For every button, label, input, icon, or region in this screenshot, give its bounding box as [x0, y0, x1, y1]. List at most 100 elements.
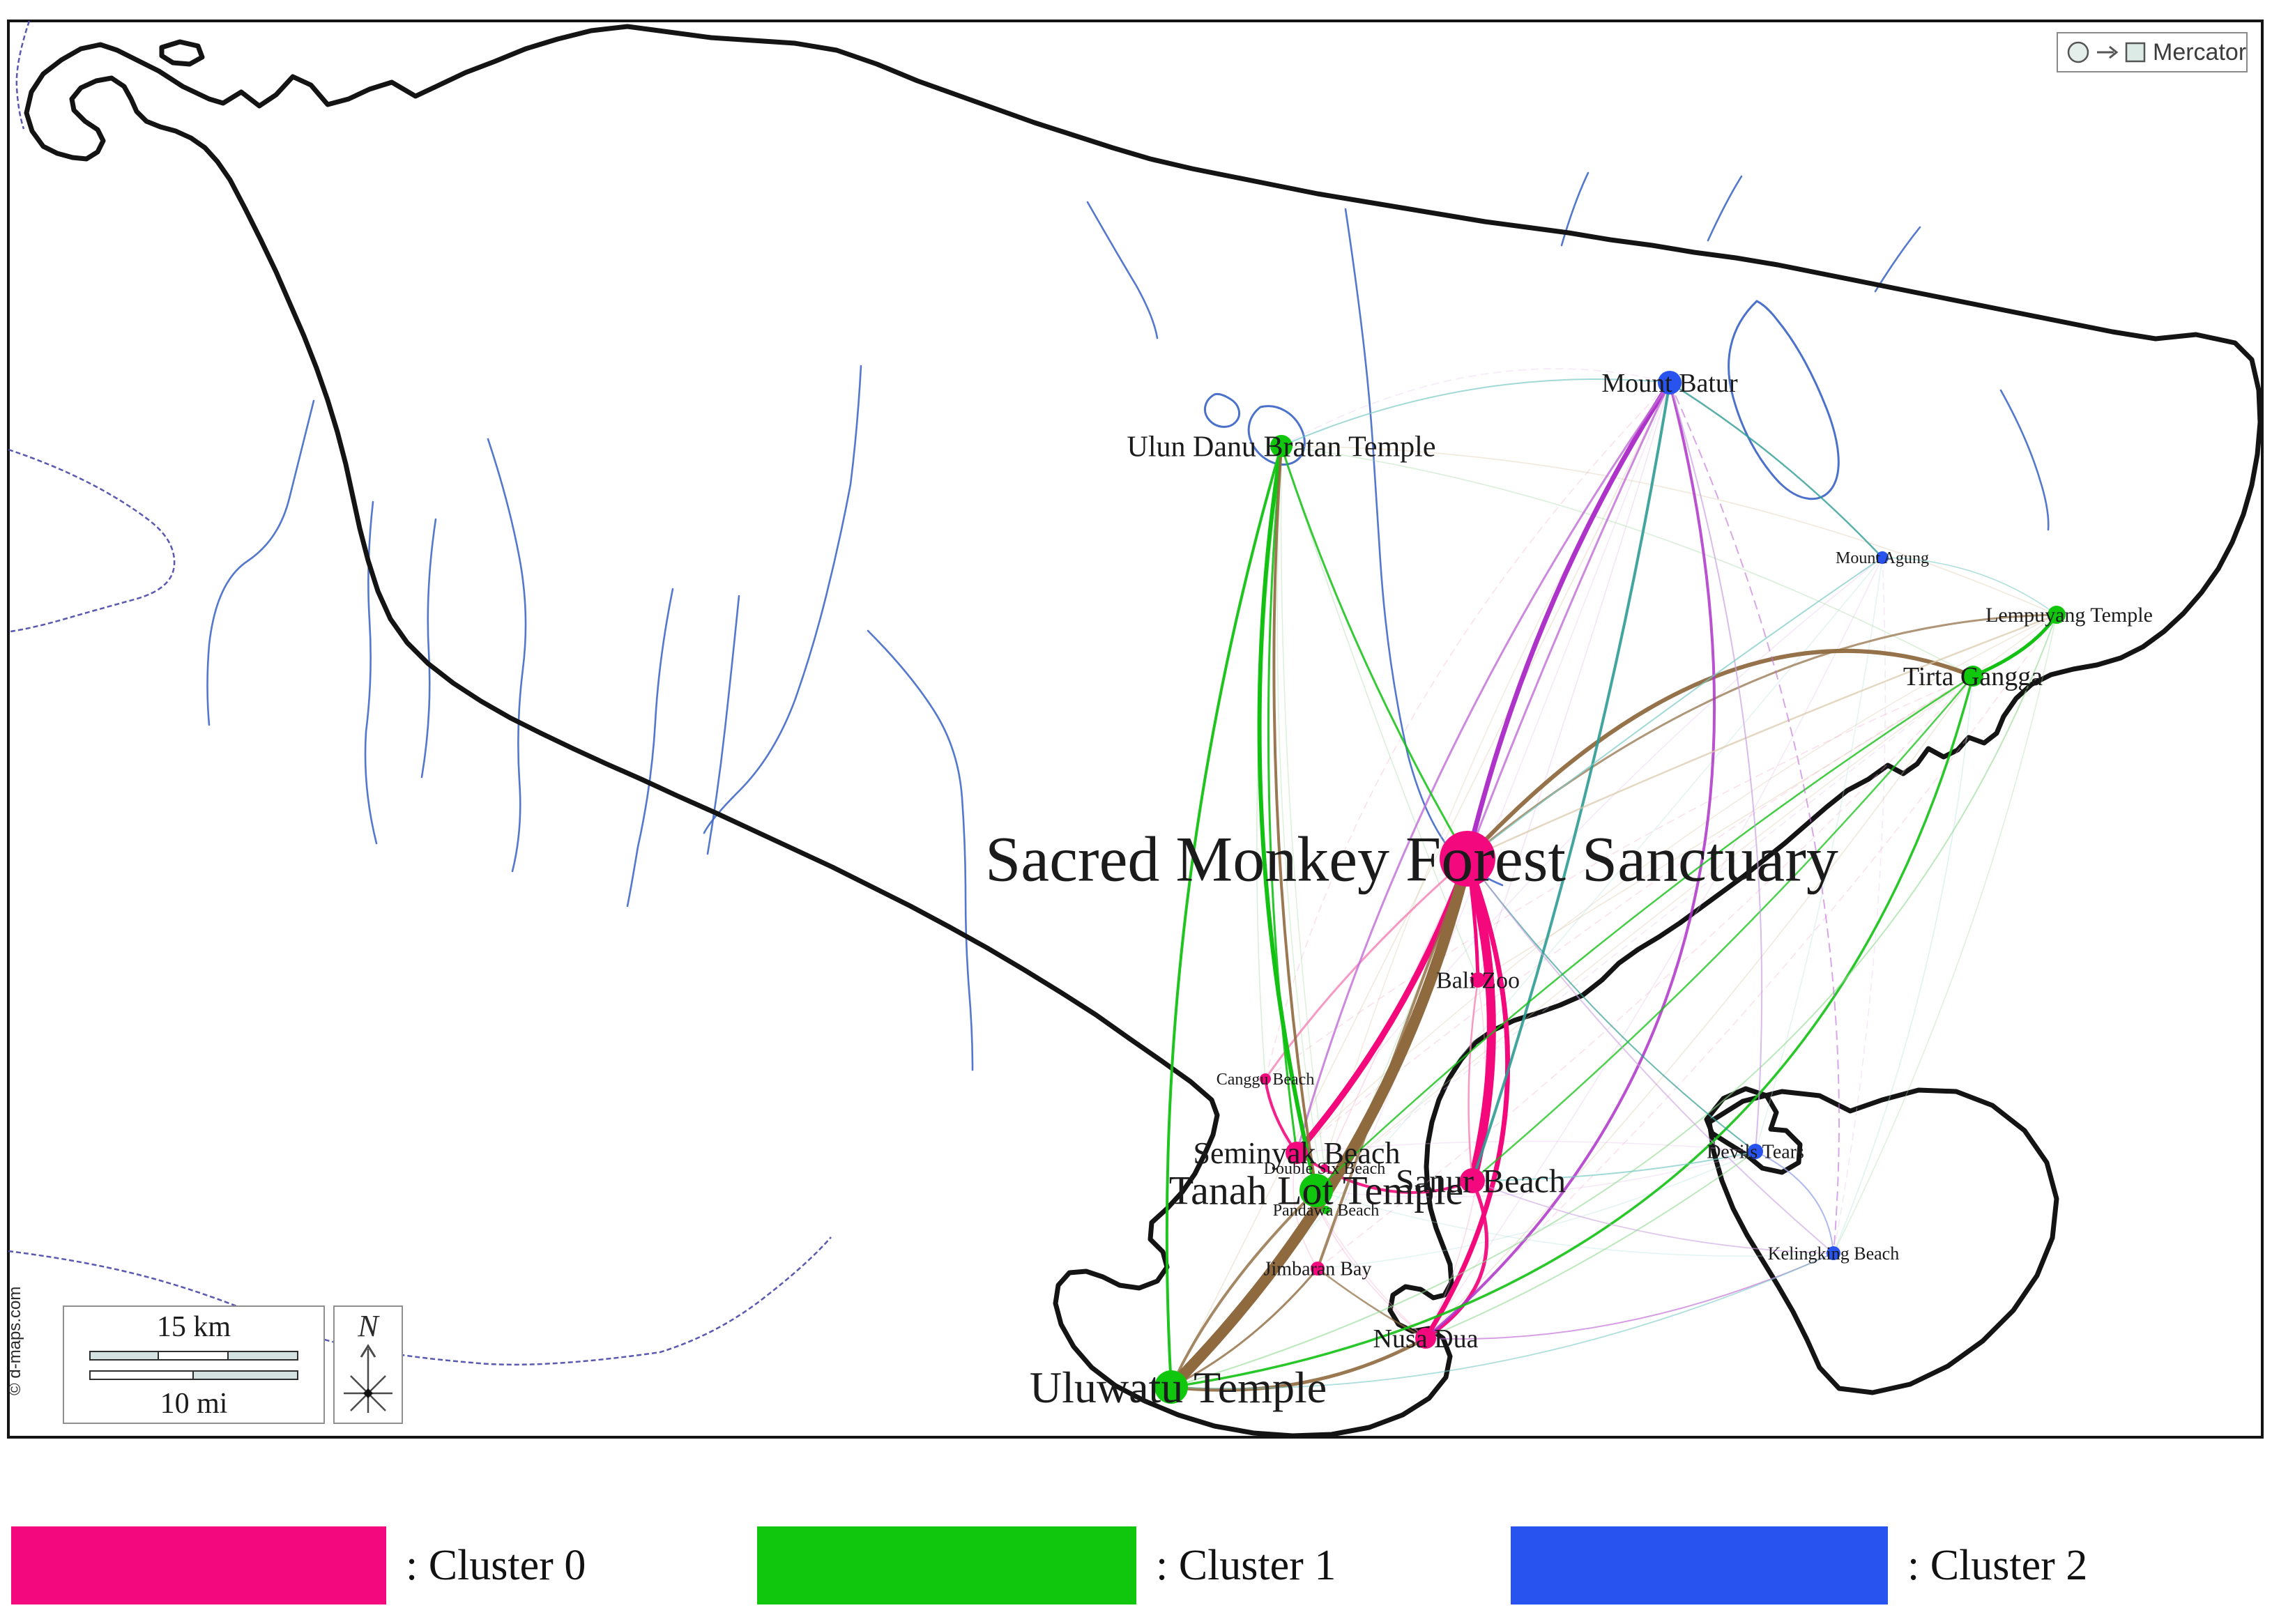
- scale-km-label: 15 km: [156, 1311, 231, 1343]
- river: [867, 629, 974, 1071]
- network-edge-faint: [1833, 614, 2057, 1254]
- river: [1344, 208, 1504, 887]
- node-label-seminyak: Seminyak Beach: [1194, 1136, 1401, 1170]
- scale-segment: [89, 1370, 194, 1380]
- node-label-canggu: Canggu Beach: [1217, 1071, 1315, 1089]
- node-tanahlot: [1299, 1174, 1333, 1207]
- network-edge: [1465, 648, 1975, 861]
- network-edge: [1170, 1189, 1318, 1388]
- river: [1560, 171, 1589, 247]
- node-nusadua: [1415, 1328, 1436, 1349]
- network-edge: [1165, 445, 1283, 1388]
- network-edge: [1971, 613, 2059, 678]
- network-edge: [1169, 1336, 1428, 1392]
- scale-segment: [229, 1351, 298, 1361]
- network-edge: [1425, 1253, 1834, 1340]
- node-tirta: [1962, 666, 1983, 687]
- legend-item-cluster0: : Cluster 0: [11, 1526, 586, 1604]
- islet-coastline: [159, 39, 205, 67]
- scale-segment: [194, 1370, 298, 1380]
- legend-swatch-cluster1: [757, 1526, 1136, 1604]
- network-edge-faint: [1425, 614, 2057, 1339]
- projection-transition-icon: [2065, 39, 2147, 66]
- scale-km-bar: [89, 1351, 298, 1361]
- network-edge: [1882, 557, 2057, 615]
- legend-label-cluster2: : Cluster 2: [1907, 1541, 2088, 1589]
- scale-mi-label: 10 mi: [160, 1387, 228, 1420]
- node-jimbaran: [1311, 1262, 1325, 1276]
- node-label-doublesix: Double Six Beach: [1264, 1160, 1386, 1178]
- node-ulun: [1270, 435, 1293, 457]
- network-edge-faint: [1281, 445, 1974, 677]
- network-edge: [1166, 853, 1473, 1393]
- network-edge-faint: [1477, 675, 1974, 981]
- legend-label-cluster0: : Cluster 0: [406, 1541, 586, 1589]
- network-edge-faint: [1317, 675, 1974, 1269]
- network-edge: [1272, 445, 1318, 1192]
- node-label-uluwatu: Uluwatu Temple: [1030, 1363, 1327, 1412]
- scale-segment: [89, 1351, 159, 1361]
- network-edge-faint: [1280, 445, 1325, 1169]
- mercator-square-icon: [2125, 42, 2146, 63]
- network-edge: [1669, 382, 1763, 1152]
- network-edge: [1471, 675, 1974, 1182]
- river: [626, 588, 674, 907]
- network-edge-faint: [1296, 614, 2057, 1154]
- scale-mi-bar: [89, 1370, 298, 1380]
- node-smfs: [1440, 831, 1495, 887]
- projection-control[interactable]: Mercator: [2057, 32, 2248, 72]
- legend-swatch-cluster0: [11, 1526, 386, 1604]
- network-edge-faint: [1281, 445, 1479, 981]
- network-edge-faint: [1425, 675, 1974, 1339]
- legend-label-cluster1: : Cluster 1: [1156, 1541, 1336, 1589]
- network-edge: [1316, 857, 1469, 1270]
- network-edge-faint: [1276, 445, 1327, 1211]
- compass-north-label: N: [358, 1309, 379, 1343]
- network-edge: [1281, 378, 1670, 447]
- nusa-penida-coastline: [1707, 1087, 2059, 1395]
- network-edge: [1171, 614, 2057, 1388]
- node-label-pandawa: Pandawa Beach: [1273, 1202, 1380, 1220]
- scale-segment: [159, 1351, 229, 1361]
- network-edge-faint: [1171, 382, 1670, 1388]
- network-edge-faint: [1833, 557, 1886, 1254]
- compass-needle-icon: [344, 1344, 392, 1413]
- network-edge: [1467, 858, 1756, 1152]
- map-frame-border: [7, 20, 2264, 1439]
- node-label-sanur: Sanur Beach: [1396, 1163, 1566, 1200]
- node-label-tirta: Tirta Gangga: [1903, 662, 2043, 691]
- node-label-smfs: Sacred Monkey Forest Sanctuary: [985, 823, 1838, 894]
- network-edge: [1424, 1179, 1488, 1340]
- node-label-batur: Mount Batur: [1601, 369, 1738, 398]
- network-edge-faint: [1317, 382, 1670, 1269]
- node-doublesix: [1320, 1164, 1329, 1172]
- network-edge: [1171, 1253, 1834, 1389]
- network-edge-faint: [1755, 557, 1883, 1152]
- cluster-legend: : Cluster 0 : Cluster 1 : Cluster 2: [0, 1526, 2272, 1610]
- river: [703, 365, 862, 834]
- network-edge: [1466, 381, 1671, 860]
- network-edge-faint: [1317, 1151, 1756, 1269]
- node-zoo: [1470, 972, 1486, 988]
- dmaps-attribution: © d-maps.com: [6, 1286, 24, 1395]
- bali-coastline: [24, 24, 2263, 1439]
- node-label-nusadua: Nusa Dua: [1373, 1324, 1479, 1354]
- node-canggu: [1260, 1073, 1271, 1085]
- network-edge-faint: [1281, 445, 2057, 615]
- node-agung: [1876, 551, 1889, 564]
- arrow-right-icon: [2097, 45, 2119, 59]
- network-edge-faint: [1265, 382, 1670, 1080]
- network-edge: [1315, 675, 1974, 1192]
- network-edge-faint: [1296, 557, 1883, 1154]
- node-pandawa: [1322, 1206, 1330, 1214]
- network-edge: [1257, 444, 1318, 1193]
- lake: [1247, 405, 1306, 466]
- node-uluwatu: [1154, 1370, 1188, 1404]
- node-label-devils: Devils Tears: [1707, 1142, 1804, 1163]
- legend-swatch-cluster2: [1511, 1526, 1888, 1604]
- node-batur: [1658, 371, 1682, 394]
- network-edge: [1463, 854, 1496, 1186]
- network-edge-faint: [1316, 675, 1974, 1191]
- node-kelingking: [1827, 1246, 1840, 1260]
